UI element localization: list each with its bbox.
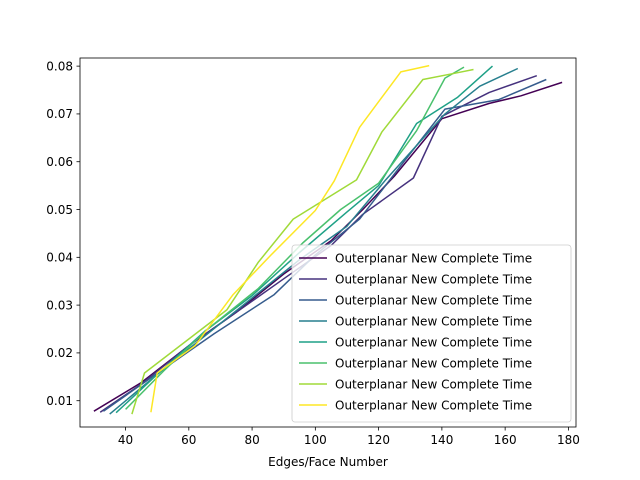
x-axis-ticks: 40 60 80 100 120 140 160 180 (118, 427, 580, 447)
x-axis-label: Edges/Face Number (268, 455, 388, 469)
x-tick-label: 120 (367, 433, 390, 447)
x-tick-label: 180 (557, 433, 580, 447)
legend-label-2: Outerplanar New Complete Time (335, 272, 532, 286)
series-lines (93, 64, 563, 415)
axes-frame (79, 57, 577, 428)
x-tick-label: 60 (181, 433, 196, 447)
y-tick-label: 0.01 (46, 394, 73, 408)
legend-label-5: Outerplanar New Complete Time (335, 335, 532, 349)
y-tick-label: 0.08 (46, 59, 73, 73)
x-tick-label: 100 (304, 433, 327, 447)
y-axis-ticks: 0.01 0.02 0.03 0.04 0.05 0.06 0.07 0.08 (46, 59, 80, 408)
y-tick-label: 0.04 (46, 251, 73, 265)
series-line-7 (131, 68, 474, 415)
y-tick-label: 0.03 (46, 298, 73, 312)
legend-label-7: Outerplanar New Complete Time (335, 377, 532, 391)
x-tick-label: 160 (494, 433, 517, 447)
series-line-6 (125, 66, 465, 410)
legend-label-6: Outerplanar New Complete Time (335, 356, 532, 370)
x-tick-label: 40 (118, 433, 133, 447)
y-tick-label: 0.06 (46, 155, 73, 169)
x-tick-label: 140 (430, 433, 453, 447)
series-line-3 (102, 78, 547, 412)
y-tick-label: 0.02 (46, 346, 73, 360)
series-line-5 (115, 65, 493, 414)
series-line-8 (150, 64, 430, 413)
y-tick-label: 0.05 (46, 203, 73, 217)
legend-box (291, 244, 572, 423)
x-tick-label: 80 (244, 433, 259, 447)
legend: Outerplanar New Complete Time Outerplanar… (291, 244, 572, 423)
legend-label-4: Outerplanar New Complete Time (335, 314, 532, 328)
legend-label-3: Outerplanar New Complete Time (335, 293, 532, 307)
legend-label-1: Outerplanar New Complete Time (335, 251, 532, 265)
y-tick-label: 0.07 (46, 107, 73, 121)
legend-label-8: Outerplanar New Complete Time (335, 398, 532, 412)
